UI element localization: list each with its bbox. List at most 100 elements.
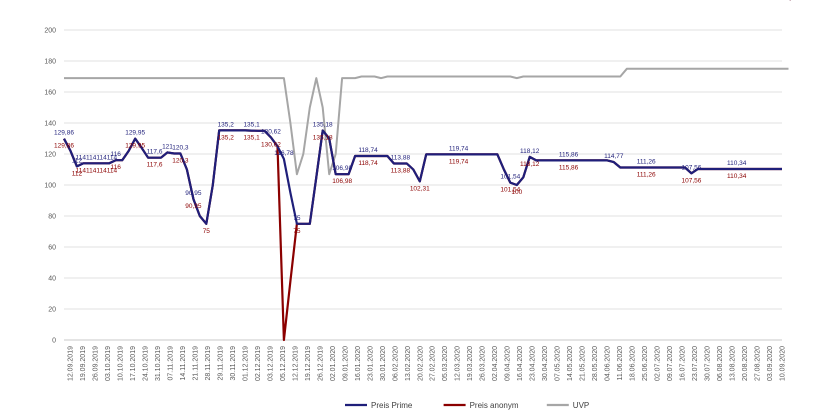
x-tick-label: 10.10.2019 bbox=[117, 346, 124, 381]
x-tick-label: 24.10.2019 bbox=[142, 346, 149, 381]
y-tick-label: 100 bbox=[44, 183, 56, 190]
data-label: 116 bbox=[111, 164, 122, 171]
data-label: 118,12 bbox=[520, 161, 540, 168]
series-line-uvp bbox=[64, 67, 789, 176]
y-tick-label: 180 bbox=[44, 59, 56, 66]
x-tick-label: 16.01.2020 bbox=[355, 346, 362, 381]
data-label: 100 bbox=[511, 189, 522, 196]
data-label: 121 bbox=[162, 143, 173, 150]
data-label: 135,2 bbox=[218, 134, 235, 141]
data-label: 129,86 bbox=[54, 143, 74, 150]
data-label: 106,98 bbox=[332, 165, 352, 172]
x-tick-label: 16.04.2020 bbox=[517, 346, 524, 381]
y-tick-label: 160 bbox=[44, 90, 56, 97]
x-tick-label: 19.09.2019 bbox=[80, 346, 87, 381]
data-label: 101,54 bbox=[500, 187, 520, 194]
x-tick-label: 09.04.2020 bbox=[505, 346, 512, 381]
data-label: 119,74 bbox=[449, 145, 469, 152]
y-tick-label: 200 bbox=[44, 28, 56, 35]
data-label: 113,88 bbox=[391, 154, 411, 161]
data-label: 119,74 bbox=[449, 158, 469, 165]
x-tick-label: 02.01.2020 bbox=[330, 346, 337, 381]
x-tick-label: 21.11.2019 bbox=[192, 346, 199, 381]
x-tick-label: 27.08.2020 bbox=[755, 346, 762, 381]
x-tick-label: 09.07.2020 bbox=[667, 346, 674, 381]
x-tick-label: 25.06.2020 bbox=[642, 346, 649, 381]
data-label: 114114114114 bbox=[76, 154, 118, 161]
data-label: 111,26 bbox=[637, 159, 656, 166]
data-label: 135,2 bbox=[218, 121, 235, 128]
data-label: 112 bbox=[72, 157, 83, 164]
x-tick-label: 18.06.2020 bbox=[630, 346, 637, 381]
x-tick-label: 26.12.2019 bbox=[317, 346, 324, 381]
y-tick-label: 40 bbox=[48, 276, 56, 283]
data-label: 118,74 bbox=[358, 160, 378, 167]
data-label: 135,1 bbox=[243, 122, 260, 129]
data-labels: 129,86129,861121121141141141141141141141… bbox=[54, 0, 798, 235]
y-tick-label: 20 bbox=[48, 307, 56, 314]
data-label: 135,1 bbox=[243, 135, 260, 142]
x-tick-label: 30.01.2020 bbox=[380, 346, 387, 381]
legend-label: Preis anonym bbox=[470, 401, 519, 410]
legend-label: UVP bbox=[573, 401, 589, 410]
x-tick-label: 27.02.2020 bbox=[430, 346, 437, 381]
x-tick-label: 19.03.2020 bbox=[467, 346, 474, 381]
data-label: 90,95 bbox=[185, 203, 202, 210]
x-tick-label: 19.12.2019 bbox=[305, 346, 312, 381]
data-label: 117,6 bbox=[147, 162, 163, 169]
series-line-preis-prime bbox=[63, 129, 782, 225]
x-tick-label: 03.09.2020 bbox=[767, 346, 774, 381]
data-label: 115,86 bbox=[559, 151, 579, 158]
x-tick-label: 23.07.2020 bbox=[692, 346, 699, 381]
data-label: 120,3 bbox=[172, 158, 189, 165]
y-axis: 0 20 40 60 80 100 120 140 160 180 200 bbox=[44, 28, 56, 345]
data-label: 118,74 bbox=[358, 147, 378, 154]
x-tick-label: 05.12.2019 bbox=[280, 346, 287, 381]
series-lines bbox=[63, 67, 789, 342]
data-label: 114,77 bbox=[604, 153, 624, 160]
x-tick-label: 30.07.2020 bbox=[705, 346, 712, 381]
data-label: 116,78 bbox=[274, 150, 294, 157]
y-tick-label: 120 bbox=[44, 152, 56, 159]
y-tick-label: 80 bbox=[48, 214, 56, 221]
x-tick-label: 13.02.2020 bbox=[405, 346, 412, 381]
data-label: 110,34 bbox=[727, 173, 747, 180]
data-label: 75 bbox=[293, 228, 301, 235]
x-tick-label: 06.02.2020 bbox=[392, 346, 399, 381]
data-label: 129,95 bbox=[125, 143, 145, 150]
y-tick-label: 60 bbox=[48, 245, 56, 252]
x-tick-label: 12.12.2019 bbox=[292, 346, 299, 381]
x-tick-label: 16.07.2020 bbox=[680, 346, 687, 381]
data-label: 107,56 bbox=[681, 164, 701, 171]
data-label: 135,18 bbox=[313, 121, 333, 128]
y-tick-label: 140 bbox=[44, 121, 56, 128]
x-tick-label: 23.01.2020 bbox=[367, 346, 374, 381]
data-label: 90,95 bbox=[185, 190, 202, 197]
data-label: 120,3 bbox=[172, 145, 189, 152]
x-tick-label: 09.01.2020 bbox=[342, 346, 349, 381]
data-label: 102,31 bbox=[410, 185, 430, 192]
data-label: 101,54 bbox=[500, 174, 520, 181]
x-tick-label: 11.06.2020 bbox=[617, 346, 624, 381]
x-tick-label: 26.03.2020 bbox=[480, 346, 487, 381]
data-label: 110,34 bbox=[779, 0, 799, 2]
x-tick-label: 26.09.2019 bbox=[92, 346, 99, 381]
data-label: 114114114114 bbox=[76, 167, 118, 174]
data-label: 113,88 bbox=[391, 167, 411, 174]
y-tick-label: 0 bbox=[52, 338, 56, 345]
x-tick-label: 14.11.2019 bbox=[180, 346, 187, 381]
legend-label: Preis Prime bbox=[371, 401, 413, 410]
data-label: 117,6 bbox=[147, 149, 163, 156]
data-label: 118,12 bbox=[520, 148, 540, 155]
x-tick-label: 29.11.2019 bbox=[217, 346, 224, 381]
x-tick-label: 02.04.2020 bbox=[492, 346, 499, 381]
x-tick-label: 23.04.2020 bbox=[530, 346, 537, 381]
data-label: 107,56 bbox=[681, 177, 701, 184]
x-tick-label: 28.11.2019 bbox=[205, 346, 212, 381]
data-label: 130,62 bbox=[261, 142, 281, 149]
data-label: 135,18 bbox=[313, 134, 333, 141]
x-tick-label: 17.10.2019 bbox=[130, 346, 137, 381]
data-label: 129,95 bbox=[125, 130, 145, 137]
